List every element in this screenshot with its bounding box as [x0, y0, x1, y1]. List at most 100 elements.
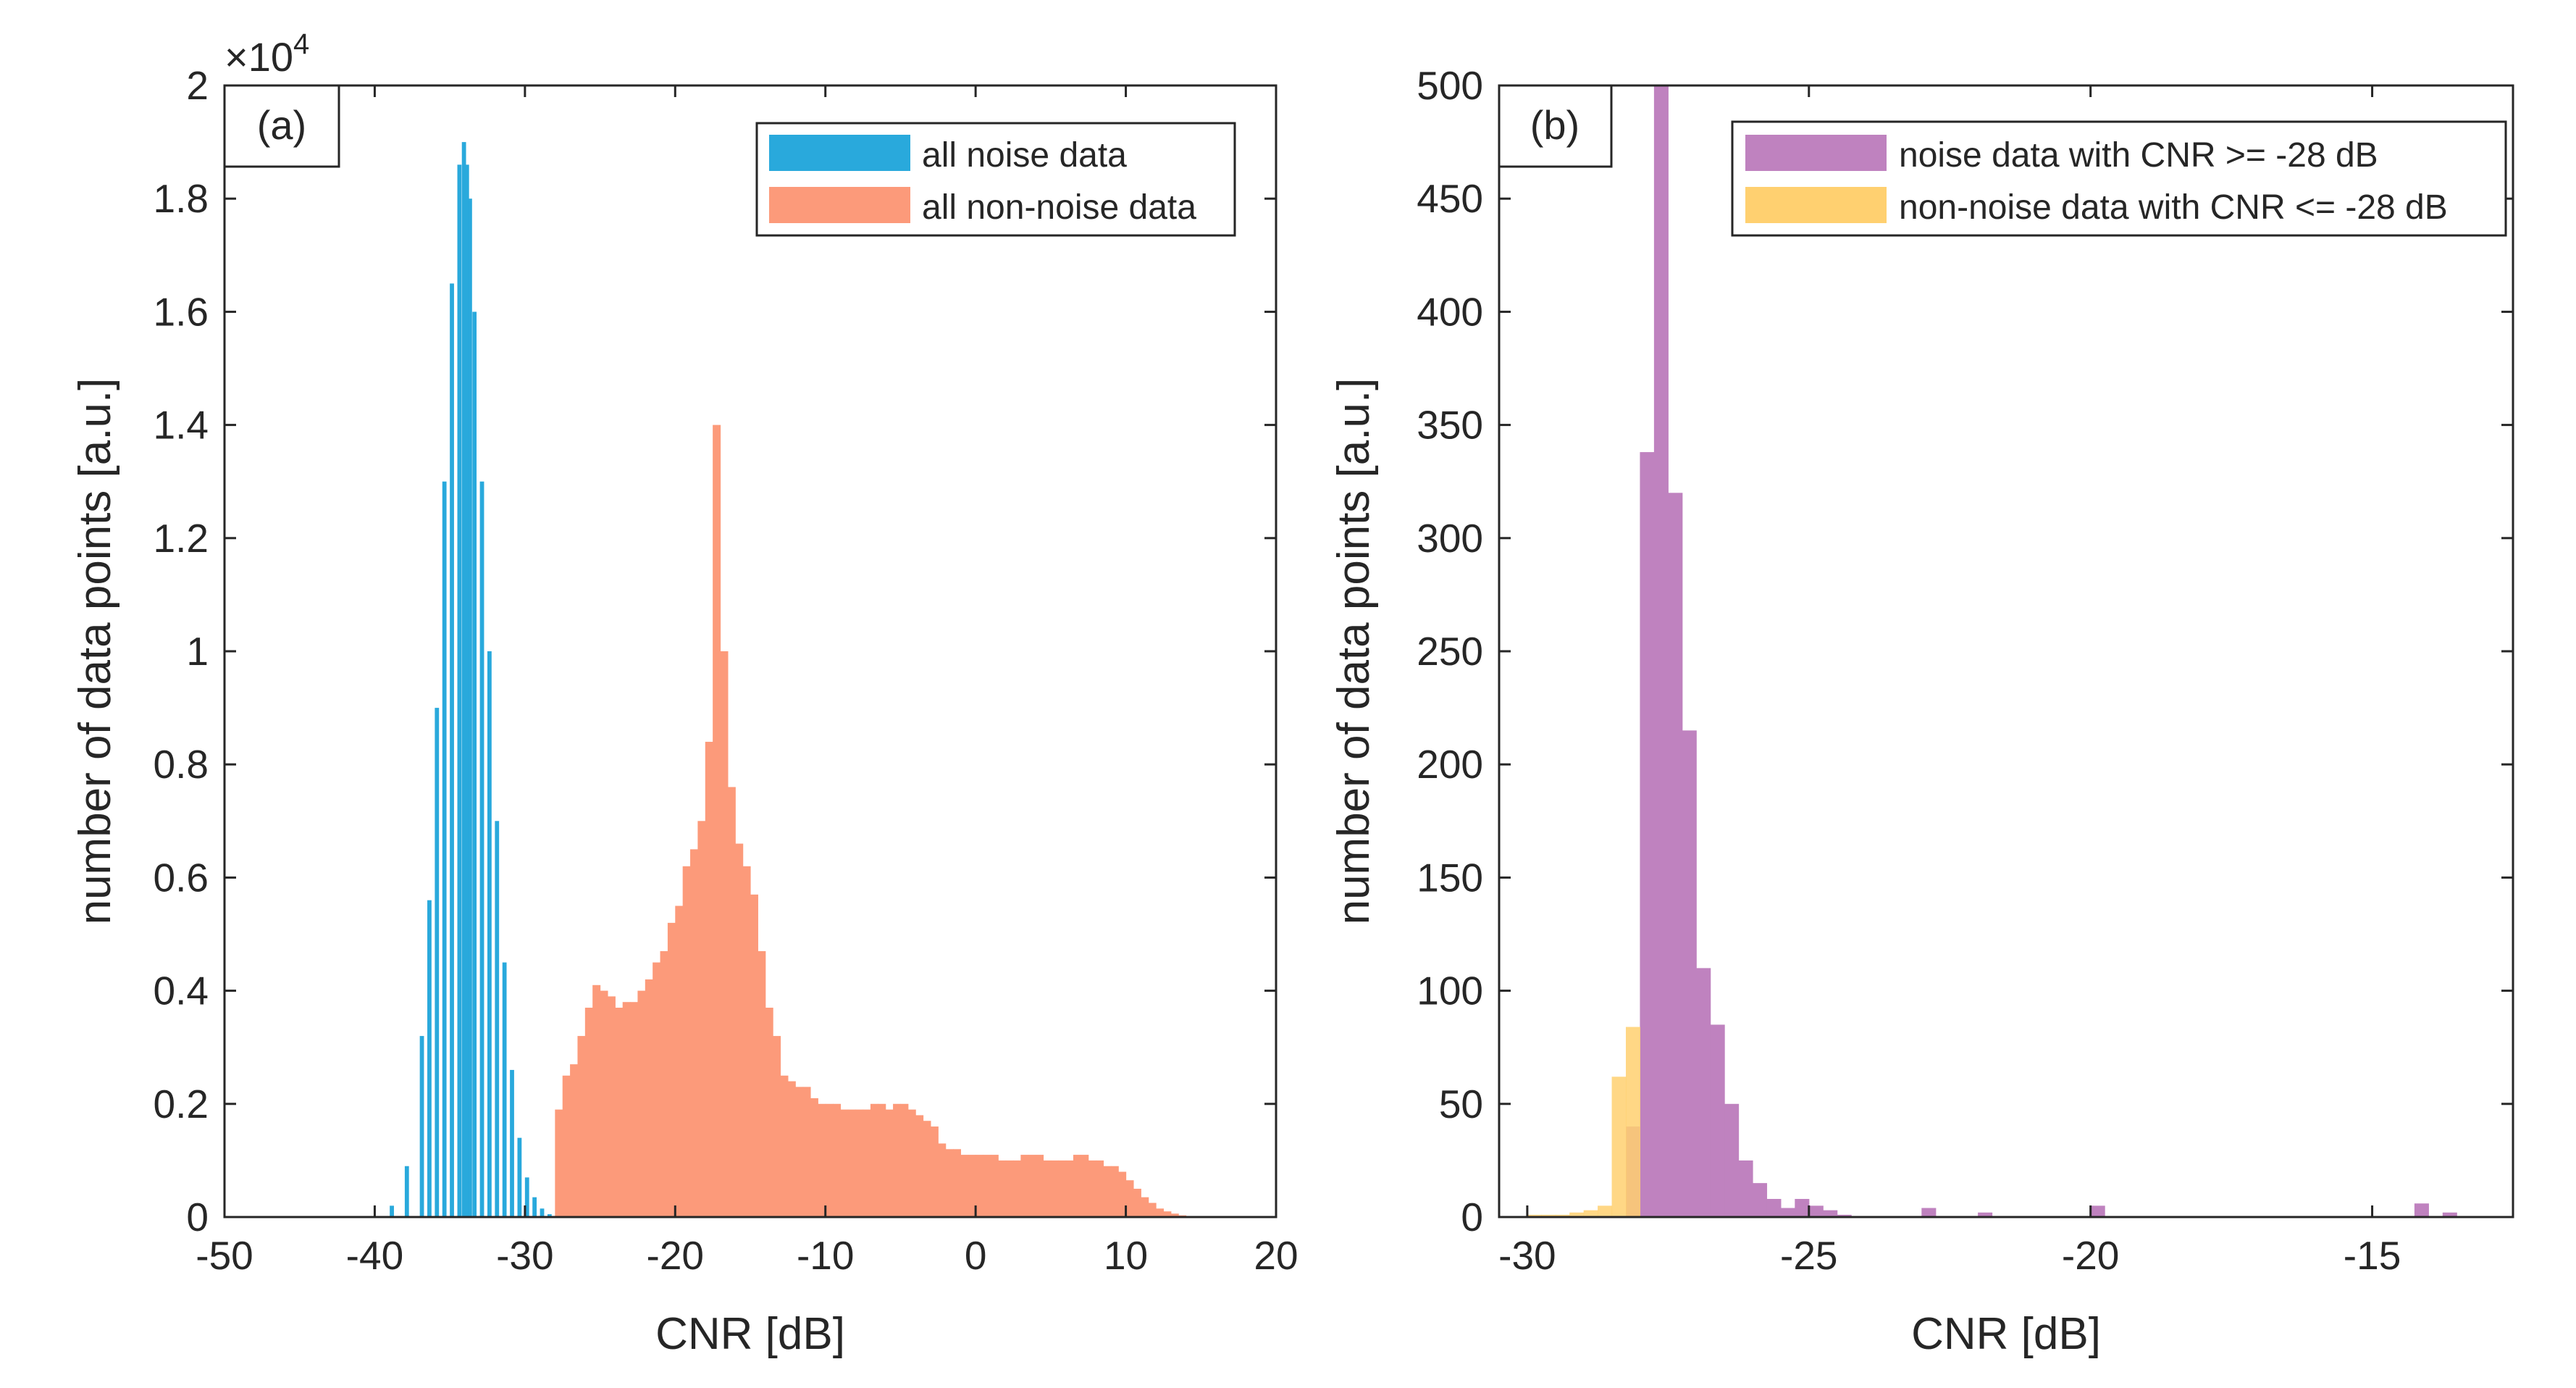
bar-b-s1-6	[1611, 1076, 1627, 1217]
x-tick-label-b-1: -25	[1780, 1233, 1838, 1278]
bar-a-s1-73	[1103, 1166, 1112, 1217]
bar-a-s0-17	[510, 1069, 514, 1217]
bar-a-s0-5	[435, 708, 440, 1217]
bar-b-s1-3	[1569, 1212, 1585, 1217]
bar-a-s1-76	[1125, 1180, 1134, 1217]
bar-b-s0-16	[1921, 1208, 1937, 1217]
bar-a-s1-52	[945, 1149, 954, 1217]
bar-a-s0-9	[461, 142, 466, 1218]
bar-a-s1-79	[1148, 1203, 1157, 1217]
bar-a-s0-7	[450, 283, 454, 1218]
bar-a-s1-16	[675, 906, 684, 1217]
bar-b-s0-12	[1795, 1199, 1810, 1217]
bar-a-s1-78	[1141, 1197, 1149, 1217]
y-tick-label-b-10: 500	[1417, 63, 1483, 108]
y-tick-label-a-9: 1.8	[154, 176, 209, 221]
bar-a-s1-71	[1088, 1160, 1096, 1217]
bar-a-s1-70	[1081, 1155, 1089, 1217]
bar-b-s0-19	[2414, 1203, 2429, 1217]
bar-a-s1-3	[577, 1036, 586, 1217]
bar-a-s1-66	[1050, 1160, 1059, 1217]
y-tick-label-b-0: 0	[1461, 1195, 1483, 1239]
bar-a-s1-18	[690, 849, 698, 1217]
legend-label-non-noise: all non-noise data	[922, 188, 1196, 227]
bar-a-s1-31	[787, 1081, 796, 1217]
x-tick-label-a-1: -40	[346, 1233, 404, 1278]
bar-a-s1-45	[893, 1103, 902, 1217]
bar-a-s0-4	[427, 900, 432, 1217]
ticks-b: -30 -25 -20 -15 0 50 100 150 200 250 300 350 400 450 5…	[1417, 63, 2513, 1278]
legend-b: noise data with CNR >= -28 dB non-noise …	[1731, 120, 2507, 237]
bar-a-s1-27	[758, 950, 766, 1217]
bar-a-s1-58	[990, 1155, 999, 1217]
bar-b-s0-15	[1837, 1214, 1852, 1217]
bar-a-s1-15	[667, 922, 676, 1217]
chart-panel-a: -50 -40 -30 -20 -10 0 10 20 0 0.2 0.4 0.6 0.8 1 1.2 1.4…	[70, 28, 1299, 1359]
bar-a-s1-41	[863, 1109, 871, 1217]
legend-label-non-noise-filtered: non-noise data with CNR <= -28 dB	[1899, 188, 2448, 227]
panel-label-a: (a)	[257, 102, 306, 148]
bar-b-s0-5	[1696, 968, 1711, 1217]
panel-label-box-b	[1498, 84, 1613, 168]
bar-b-s1-2	[1555, 1214, 1570, 1217]
bar-a-s1-65	[1043, 1160, 1052, 1217]
y-tick-label-b-1: 50	[1439, 1082, 1483, 1126]
bar-b-s0-4	[1682, 730, 1697, 1217]
bar-a-s0-6	[442, 481, 447, 1217]
bar-b-s1-7	[1626, 1027, 1641, 1217]
y-tick-label-b-4: 200	[1417, 742, 1483, 787]
panel-label-b: (b)	[1530, 102, 1579, 148]
bar-a-s1-81	[1163, 1211, 1172, 1217]
bar-a-s1-62	[1020, 1155, 1029, 1217]
bar-a-s1-46	[900, 1103, 909, 1217]
chart-panel-b: -30 -25 -20 -15 0 50 100 150 200 250 300 350 400 450 5…	[1329, 63, 2514, 1359]
bar-b-s0-6	[1710, 1024, 1725, 1217]
x-tick-label-a-0: -50	[196, 1233, 253, 1278]
x-tick-label-b-0: -30	[1498, 1233, 1556, 1278]
x-tick-label-b-2: -20	[2062, 1233, 2120, 1278]
y-tick-label-b-2: 100	[1417, 969, 1483, 1013]
y-tick-label-a-0: 0	[186, 1195, 209, 1239]
bar-b-s1-0	[1527, 1214, 1542, 1217]
bar-a-s1-77	[1133, 1188, 1141, 1217]
bar-a-s1-42	[870, 1103, 878, 1217]
y-tick-label-b-8: 400	[1417, 289, 1483, 334]
ticks-a: -50 -40 -30 -20 -10 0 10 20 0 0.2 0.4 0.6 0.8 1 1.2 1.4…	[154, 63, 1299, 1278]
bar-a-s1-32	[795, 1087, 804, 1217]
bar-a-s1-2	[570, 1064, 579, 1217]
bar-a-s1-6	[600, 990, 608, 1217]
x-tick-label-a-2: -30	[496, 1233, 554, 1278]
panel-label-box-a	[223, 84, 340, 168]
bar-a-s1-17	[682, 866, 691, 1217]
bar-a-s1-19	[697, 821, 706, 1217]
bar-a-s0-12	[472, 312, 477, 1217]
y-tick-label-b-5: 250	[1417, 629, 1483, 674]
bar-a-s1-47	[907, 1109, 916, 1217]
x-axis-label-a: CNR [dB]	[655, 1309, 845, 1359]
bar-a-s1-35	[818, 1103, 826, 1217]
y-tick-label-a-3: 0.6	[154, 855, 209, 900]
x-tick-label-a-6: 10	[1104, 1233, 1148, 1278]
y-tick-label-a-4: 0.8	[154, 742, 209, 787]
bar-a-s0-1	[390, 1205, 394, 1217]
bar-a-s1-67	[1058, 1160, 1067, 1217]
bar-b-s0-11	[1780, 1208, 1795, 1217]
bar-a-s0-11	[468, 198, 472, 1218]
y-tick-label-a-8: 1.6	[154, 289, 209, 334]
y-tick-label-b-9: 450	[1417, 176, 1483, 221]
y-tick-label-b-3: 150	[1417, 855, 1483, 900]
bar-a-s1-9	[622, 1002, 631, 1217]
bar-a-s1-8	[615, 1008, 624, 1217]
bar-a-s1-72	[1096, 1160, 1104, 1217]
bar-a-s1-20	[705, 741, 713, 1217]
x-tick-label-a-3: -20	[647, 1233, 705, 1278]
bar-a-s1-55	[968, 1155, 976, 1217]
bar-a-s1-60	[1005, 1160, 1014, 1217]
y-tick-label-a-5: 1	[186, 629, 209, 674]
bar-a-s0-20	[532, 1197, 537, 1217]
bar-a-s1-4	[584, 1008, 593, 1217]
bar-a-s1-43	[878, 1103, 886, 1217]
bar-a-s1-64	[1036, 1155, 1044, 1217]
y-tick-label-a-10: 2	[186, 63, 209, 108]
legend-swatch-noise	[769, 135, 910, 171]
